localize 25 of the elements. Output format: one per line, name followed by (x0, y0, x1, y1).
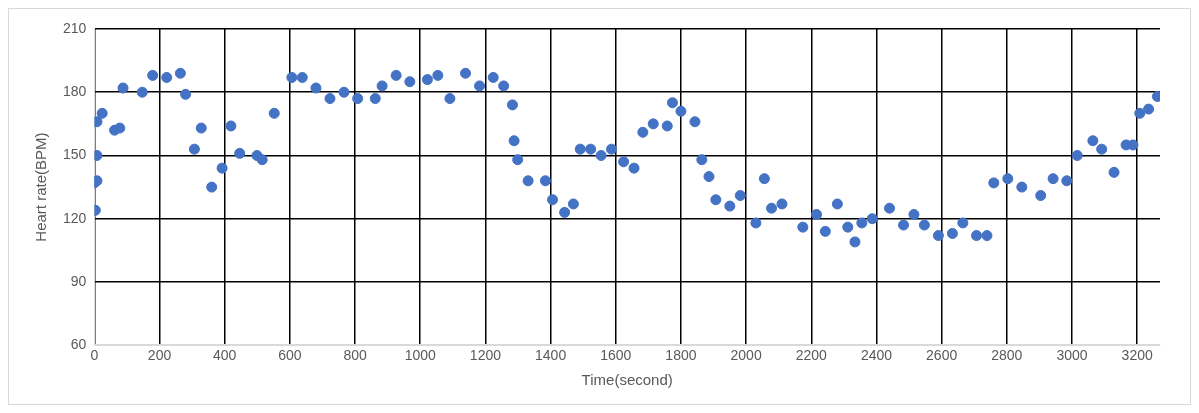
x-tick-label: 3200 (1121, 347, 1153, 364)
y-tick-label: 150 (63, 146, 87, 163)
y-tick-label: 60 (70, 336, 87, 353)
x-tick-label: 2600 (926, 347, 958, 364)
x-axis-title: Time(second) (581, 371, 673, 389)
x-tick-label: 3000 (1056, 347, 1088, 364)
y-tick-label: 210 (63, 19, 87, 36)
x-tick-label: 1800 (665, 347, 697, 364)
y-axis-title: Heart rate(BPM) (32, 132, 50, 242)
y-tick-label: 180 (63, 83, 87, 100)
x-tick-label: 400 (213, 347, 237, 364)
x-tick-label: 200 (147, 347, 172, 364)
x-tick-label: 2400 (860, 347, 893, 364)
x-tick-label: 2200 (795, 347, 828, 364)
x-tick-label: 1600 (600, 347, 632, 364)
y-tick-label: 90 (70, 272, 87, 289)
y-tick-label: 120 (63, 209, 87, 226)
x-tick-label: 800 (343, 347, 367, 364)
x-tick-label: 1000 (404, 347, 437, 364)
x-tick-label: 1400 (535, 347, 567, 364)
x-tick-label: 2800 (991, 347, 1023, 364)
x-tick-label: 0 (90, 347, 99, 364)
x-tick-label: 600 (278, 347, 302, 364)
x-tick-label: 2000 (730, 347, 762, 364)
x-tick-label: 1200 (469, 347, 502, 364)
